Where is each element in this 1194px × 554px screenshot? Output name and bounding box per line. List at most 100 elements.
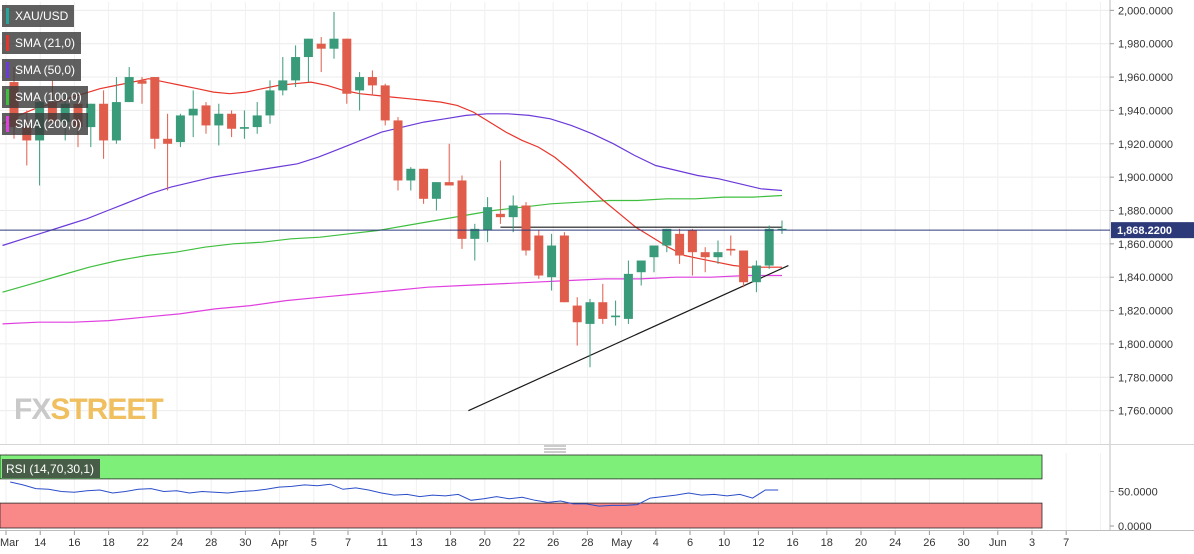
- candle-body-60: [777, 228, 787, 231]
- sma-21-swatch: [6, 35, 9, 51]
- time-tick-label-19: 4: [653, 537, 659, 549]
- candle-body-21: [278, 80, 288, 91]
- candle-body-28: [367, 77, 377, 86]
- candle-20: [265, 80, 275, 124]
- sma-200-label: SMA (200,0): [15, 117, 82, 131]
- candle-7: [99, 90, 109, 159]
- candle-body-31: [406, 168, 416, 181]
- time-tick-label-7: 30: [239, 537, 251, 549]
- candle-6: [86, 103, 96, 148]
- legend-rsi[interactable]: RSI (14,70,30,1): [2, 459, 101, 478]
- candle-body-51: [662, 228, 672, 246]
- candle-46: [598, 283, 608, 324]
- candle-body-10: [137, 80, 147, 84]
- symbol-swatch: [6, 8, 9, 24]
- fxstreet-watermark: FXSTREET: [14, 393, 164, 427]
- time-tick-label-5: 24: [171, 537, 183, 549]
- time-tick-label-11: 11: [376, 537, 387, 549]
- candle-body-50: [649, 245, 659, 258]
- grid: [0, 0, 1194, 531]
- candle-37: [483, 197, 493, 243]
- candle-body-32: [419, 168, 429, 199]
- legend-sma-100[interactable]: SMA (100,0): [2, 86, 88, 108]
- legend-sma-200[interactable]: SMA (200,0): [2, 113, 88, 135]
- trendline-1: [468, 264, 789, 412]
- sma-200-swatch: [6, 116, 9, 132]
- candle-body-46: [598, 302, 608, 319]
- candle-57: [739, 250, 749, 288]
- candle-body-49: [636, 260, 646, 273]
- candles: [9, 12, 787, 368]
- price-tick-label-10: 1,800.0000: [1118, 339, 1173, 351]
- candle-body-18: [239, 127, 249, 129]
- candle-body-54: [700, 252, 710, 258]
- candle-25: [329, 12, 339, 59]
- candle-body-55: [713, 252, 723, 258]
- candle-45: [585, 298, 595, 368]
- candle-body-57: [739, 250, 749, 283]
- candle-body-16: [214, 113, 224, 126]
- candle-15: [201, 102, 211, 134]
- candle-54: [700, 247, 710, 273]
- price-tick-label-11: 1,780.0000: [1118, 372, 1173, 384]
- candle-body-26: [342, 38, 352, 94]
- time-tick-label-9: 5: [311, 537, 317, 549]
- candle-body-13: [175, 115, 185, 143]
- candle-42: [547, 233, 557, 291]
- time-tick-label-8: Apr: [271, 537, 288, 549]
- price-tick-label-3: 1,940.0000: [1118, 105, 1173, 117]
- candle-9: [124, 67, 134, 103]
- candle-13: [175, 113, 185, 148]
- candle-body-8: [111, 102, 121, 141]
- candle-36: [470, 223, 480, 261]
- candle-body-58: [751, 265, 761, 283]
- symbol-label: XAU/USD: [15, 9, 69, 23]
- candle-body-20: [265, 90, 275, 116]
- legend-sma-21[interactable]: SMA (21,0): [2, 32, 82, 54]
- candle-55: [713, 240, 723, 264]
- candle-39: [508, 195, 518, 233]
- price-tick-label-8: 1,840.0000: [1118, 272, 1173, 284]
- price-tick-label-0: 2,000.0000: [1118, 5, 1173, 17]
- candle-body-41: [534, 235, 544, 276]
- legend-sma-50[interactable]: SMA (50,0): [2, 59, 82, 81]
- candle-50: [649, 245, 659, 273]
- current-price-label: 1,868.2200: [1117, 225, 1172, 237]
- candle-body-47: [611, 315, 621, 318]
- candle-body-42: [547, 245, 557, 278]
- candle-body-22: [291, 57, 301, 81]
- candle-21: [278, 57, 288, 96]
- candle-18: [239, 110, 249, 139]
- candle-body-19: [252, 115, 262, 128]
- watermark-street: STREET: [50, 393, 163, 426]
- candle-34: [444, 143, 454, 186]
- sma-100-label: SMA (100,0): [15, 90, 82, 104]
- candle-body-14: [188, 108, 198, 116]
- candle-2: [35, 97, 45, 186]
- time-tick-label-24: 18: [821, 537, 833, 549]
- time-tick-label-13: 18: [444, 537, 456, 549]
- candle-49: [636, 260, 646, 286]
- candle-60: [777, 220, 787, 234]
- candle-body-7: [99, 103, 109, 141]
- candle-body-53: [687, 230, 697, 253]
- candle-14: [188, 90, 198, 138]
- time-tick-label-10: 7: [345, 537, 351, 549]
- time-tick-label-30: 3: [1029, 537, 1035, 549]
- candle-44: [572, 297, 582, 346]
- legend-symbol[interactable]: XAU/USD: [2, 5, 75, 27]
- candle-59: [764, 225, 774, 269]
- time-tick-label-23: 16: [786, 537, 798, 549]
- candle-52: [675, 228, 685, 264]
- time-tick-label-1: 14: [34, 537, 46, 549]
- candle-43: [559, 232, 569, 303]
- rsi-overbought-zone: [0, 454, 1043, 480]
- candle-29: [380, 83, 390, 126]
- rsi-oversold-zone: [0, 502, 1043, 529]
- candle-53: [687, 228, 697, 276]
- time-tick-label-28: 30: [957, 537, 969, 549]
- time-tick-label-29: Jun: [989, 537, 1007, 549]
- time-tick-label-6: 28: [205, 537, 217, 549]
- rsi-pane: 50.0000 0.0000: [0, 454, 1158, 533]
